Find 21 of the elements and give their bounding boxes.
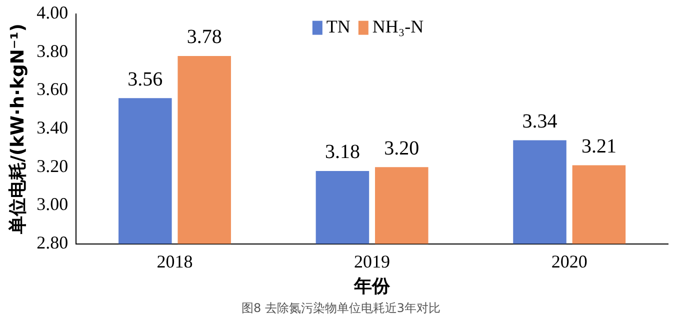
y-tick-label: 3.80 xyxy=(36,40,68,61)
data-label: 3.34 xyxy=(522,110,558,133)
y-tick-label: 3.20 xyxy=(36,156,68,176)
legend-label: NH₃-N xyxy=(372,16,424,37)
y-axis-title: 单位电耗/(kW·h·kgN⁻¹) xyxy=(7,23,28,236)
x-tick-label: 2020 xyxy=(551,251,588,272)
y-tick-label: 3.00 xyxy=(36,194,68,214)
x-tick-label: 2019 xyxy=(354,251,390,272)
y-tick-label: 3.40 xyxy=(36,118,68,138)
data-label: 3.18 xyxy=(324,141,360,164)
y-tick-label: 3.60 xyxy=(36,79,68,100)
data-label: 3.20 xyxy=(384,137,420,160)
caption: 图8 去除氮污染物单位电耗近3年对比 xyxy=(240,300,442,317)
x-axis-title: 年份 xyxy=(353,276,392,297)
legend-label: TN xyxy=(326,16,350,37)
y-tick-label: 4.00 xyxy=(36,2,68,23)
y-tick-label: 2.80 xyxy=(36,232,68,253)
data-label: 3.78 xyxy=(186,26,222,48)
x-tick-label: 2018 xyxy=(156,251,193,272)
data-label: 3.56 xyxy=(128,68,163,90)
data-label: 3.21 xyxy=(581,135,616,158)
